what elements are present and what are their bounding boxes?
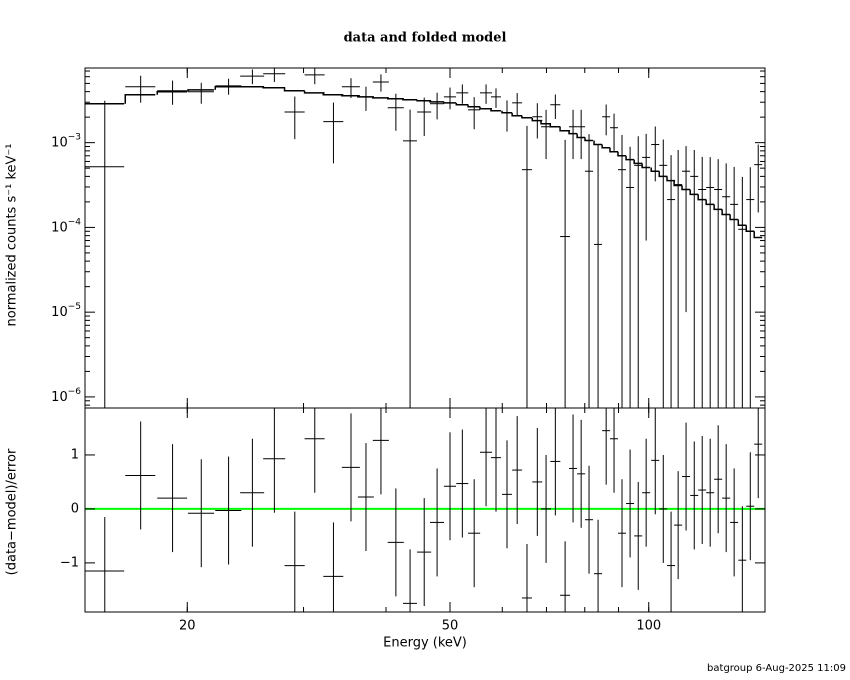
model-step <box>584 137 593 142</box>
model-step <box>416 99 432 102</box>
x-tick-label: 20 <box>179 619 196 634</box>
axes: 20 50 100 10−6 10−5 10−4 10−3 −1 0 1 <box>51 67 766 634</box>
model-step <box>681 185 691 191</box>
model-step <box>689 189 699 196</box>
model-step <box>511 112 523 117</box>
x-axis-label: Energy (keV) <box>383 636 467 651</box>
model-step <box>479 106 493 110</box>
model-step <box>609 147 619 153</box>
model-step <box>540 120 552 125</box>
model-step <box>303 90 325 94</box>
model-step <box>187 89 214 92</box>
model-step <box>633 159 643 165</box>
model-step <box>568 130 578 135</box>
bottom-plot <box>85 408 765 612</box>
model-step <box>601 144 611 149</box>
model-step <box>625 155 635 161</box>
model-step <box>737 219 747 227</box>
model-step <box>214 86 242 90</box>
y-tick-label: 1 <box>71 447 79 462</box>
model-step <box>729 214 739 221</box>
model-step <box>705 199 715 206</box>
model-step <box>531 117 543 122</box>
model-step <box>617 151 626 157</box>
y-tick-label: 10−6 <box>51 386 81 404</box>
model-step <box>156 91 188 95</box>
plot-frame <box>84 407 766 613</box>
model-step <box>443 101 456 104</box>
model-step <box>650 167 660 172</box>
model-step <box>124 94 156 104</box>
model-step <box>576 133 586 139</box>
model-step <box>673 180 683 187</box>
model-step <box>745 225 755 233</box>
model-step <box>593 140 603 146</box>
model-step <box>697 194 707 201</box>
model-step <box>490 108 501 112</box>
y-axis-label: normalized counts s⁻¹ keV⁻¹ <box>5 144 20 327</box>
model-step <box>521 115 532 119</box>
y-tick-label: −1 <box>60 555 79 570</box>
y-axis-label: (data−model)/error <box>5 448 20 575</box>
model-step <box>341 94 360 97</box>
model-step <box>402 98 417 101</box>
model-step <box>467 104 481 108</box>
y-tick-label: 0 <box>71 501 79 516</box>
model-step <box>666 176 676 182</box>
model-step <box>455 102 469 106</box>
model-step <box>713 204 723 211</box>
model-step <box>549 123 561 128</box>
footer: batgroup 6-Aug-2025 11:09 <box>707 663 846 674</box>
model-step <box>641 163 651 169</box>
model-step <box>559 126 571 132</box>
x-tick-label: 50 <box>442 619 459 634</box>
y-tick-label: 10−3 <box>51 132 81 150</box>
chart-title: data and folded model <box>344 31 507 46</box>
model-step <box>372 96 389 99</box>
model-step <box>357 95 374 98</box>
y-tick-label: 10−5 <box>51 302 81 320</box>
model-step <box>386 97 404 100</box>
model-step <box>501 110 512 114</box>
model-step <box>721 209 731 216</box>
model-step <box>262 86 286 89</box>
y-tick-label: 10−4 <box>51 217 81 235</box>
x-tick-label: 100 <box>636 619 661 634</box>
model-step <box>429 100 445 103</box>
model-step <box>283 87 305 92</box>
model-step <box>658 171 668 178</box>
model-step <box>322 92 344 96</box>
top-plot <box>85 68 763 408</box>
model-step <box>753 231 763 239</box>
